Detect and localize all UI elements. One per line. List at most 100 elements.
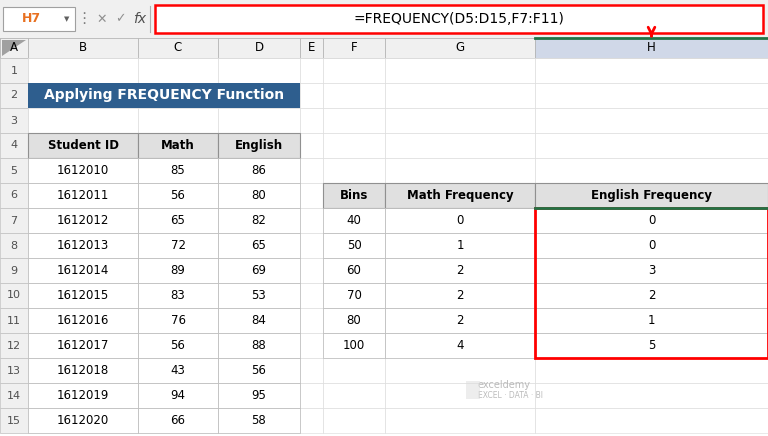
Text: 43: 43: [170, 364, 185, 377]
Bar: [0, 38, 28, 58]
Text: 84: 84: [252, 314, 266, 327]
Bar: [218, 283, 300, 308]
Text: 12: 12: [7, 341, 21, 351]
Bar: [300, 233, 323, 258]
Bar: [535, 83, 768, 108]
Bar: [28, 183, 138, 208]
Bar: [323, 108, 385, 133]
Text: 100: 100: [343, 339, 365, 352]
Bar: [28, 358, 138, 383]
Bar: [535, 283, 768, 308]
Text: 6: 6: [11, 191, 18, 201]
Bar: [28, 208, 138, 233]
Bar: [28, 183, 138, 208]
Bar: [0, 208, 28, 233]
Text: 72: 72: [170, 239, 186, 252]
Bar: [138, 108, 218, 133]
Bar: [28, 83, 138, 108]
Bar: [218, 408, 300, 433]
Bar: [300, 58, 323, 83]
Bar: [535, 208, 768, 233]
Text: 0: 0: [648, 214, 655, 227]
Bar: [323, 333, 385, 358]
Text: 2: 2: [647, 289, 655, 302]
Text: 1612012: 1612012: [57, 214, 109, 227]
Bar: [535, 258, 768, 283]
Bar: [535, 108, 768, 133]
Text: H: H: [647, 41, 656, 54]
Text: 3: 3: [11, 116, 18, 126]
Bar: [218, 133, 300, 158]
Bar: [535, 283, 768, 308]
Bar: [138, 183, 218, 208]
Text: F: F: [351, 41, 357, 54]
Text: 80: 80: [346, 314, 362, 327]
Bar: [218, 333, 300, 358]
Text: 50: 50: [346, 239, 362, 252]
Text: 65: 65: [252, 239, 266, 252]
Text: 14: 14: [7, 391, 21, 401]
Bar: [300, 208, 323, 233]
Bar: [138, 208, 218, 233]
Bar: [300, 183, 323, 208]
Text: 1612014: 1612014: [57, 264, 109, 277]
Text: A: A: [10, 41, 18, 54]
Bar: [323, 58, 385, 83]
Bar: [385, 158, 535, 183]
Text: 4: 4: [11, 140, 18, 150]
Bar: [28, 283, 138, 308]
Bar: [28, 133, 138, 158]
Bar: [385, 383, 535, 408]
Text: 0: 0: [648, 239, 655, 252]
Bar: [0, 83, 28, 108]
Bar: [385, 183, 535, 208]
Bar: [385, 133, 535, 158]
Bar: [218, 258, 300, 283]
Text: 1612015: 1612015: [57, 289, 109, 302]
Text: G: G: [455, 41, 465, 54]
Text: 0: 0: [456, 214, 464, 227]
Bar: [28, 258, 138, 283]
Bar: [138, 158, 218, 183]
Bar: [218, 383, 300, 408]
Bar: [323, 38, 385, 58]
Bar: [28, 158, 138, 183]
Text: 66: 66: [170, 414, 186, 427]
Bar: [28, 358, 138, 383]
Text: 3: 3: [648, 264, 655, 277]
Bar: [385, 308, 535, 333]
Bar: [138, 308, 218, 333]
Bar: [0, 308, 28, 333]
Bar: [323, 258, 385, 283]
Bar: [300, 38, 323, 58]
Text: 56: 56: [170, 339, 185, 352]
Bar: [385, 358, 535, 383]
Bar: [323, 358, 385, 383]
Bar: [535, 308, 768, 333]
Bar: [535, 183, 768, 208]
Bar: [535, 333, 768, 358]
Text: 86: 86: [252, 164, 266, 177]
Text: 56: 56: [170, 189, 185, 202]
Bar: [28, 408, 138, 433]
Text: 53: 53: [252, 289, 266, 302]
Bar: [218, 308, 300, 333]
Bar: [535, 38, 768, 58]
Text: C: C: [174, 41, 182, 54]
Bar: [155, 5, 763, 33]
Bar: [138, 208, 218, 233]
Bar: [300, 258, 323, 283]
Bar: [385, 183, 535, 208]
Bar: [218, 308, 300, 333]
Bar: [0, 383, 28, 408]
Text: E: E: [308, 41, 315, 54]
Text: English: English: [235, 139, 283, 152]
Bar: [323, 308, 385, 333]
Bar: [535, 383, 768, 408]
Text: D: D: [254, 41, 263, 54]
Bar: [385, 233, 535, 258]
Text: 1: 1: [11, 65, 18, 75]
Text: 5: 5: [648, 339, 655, 352]
Text: 15: 15: [7, 416, 21, 426]
Bar: [218, 383, 300, 408]
